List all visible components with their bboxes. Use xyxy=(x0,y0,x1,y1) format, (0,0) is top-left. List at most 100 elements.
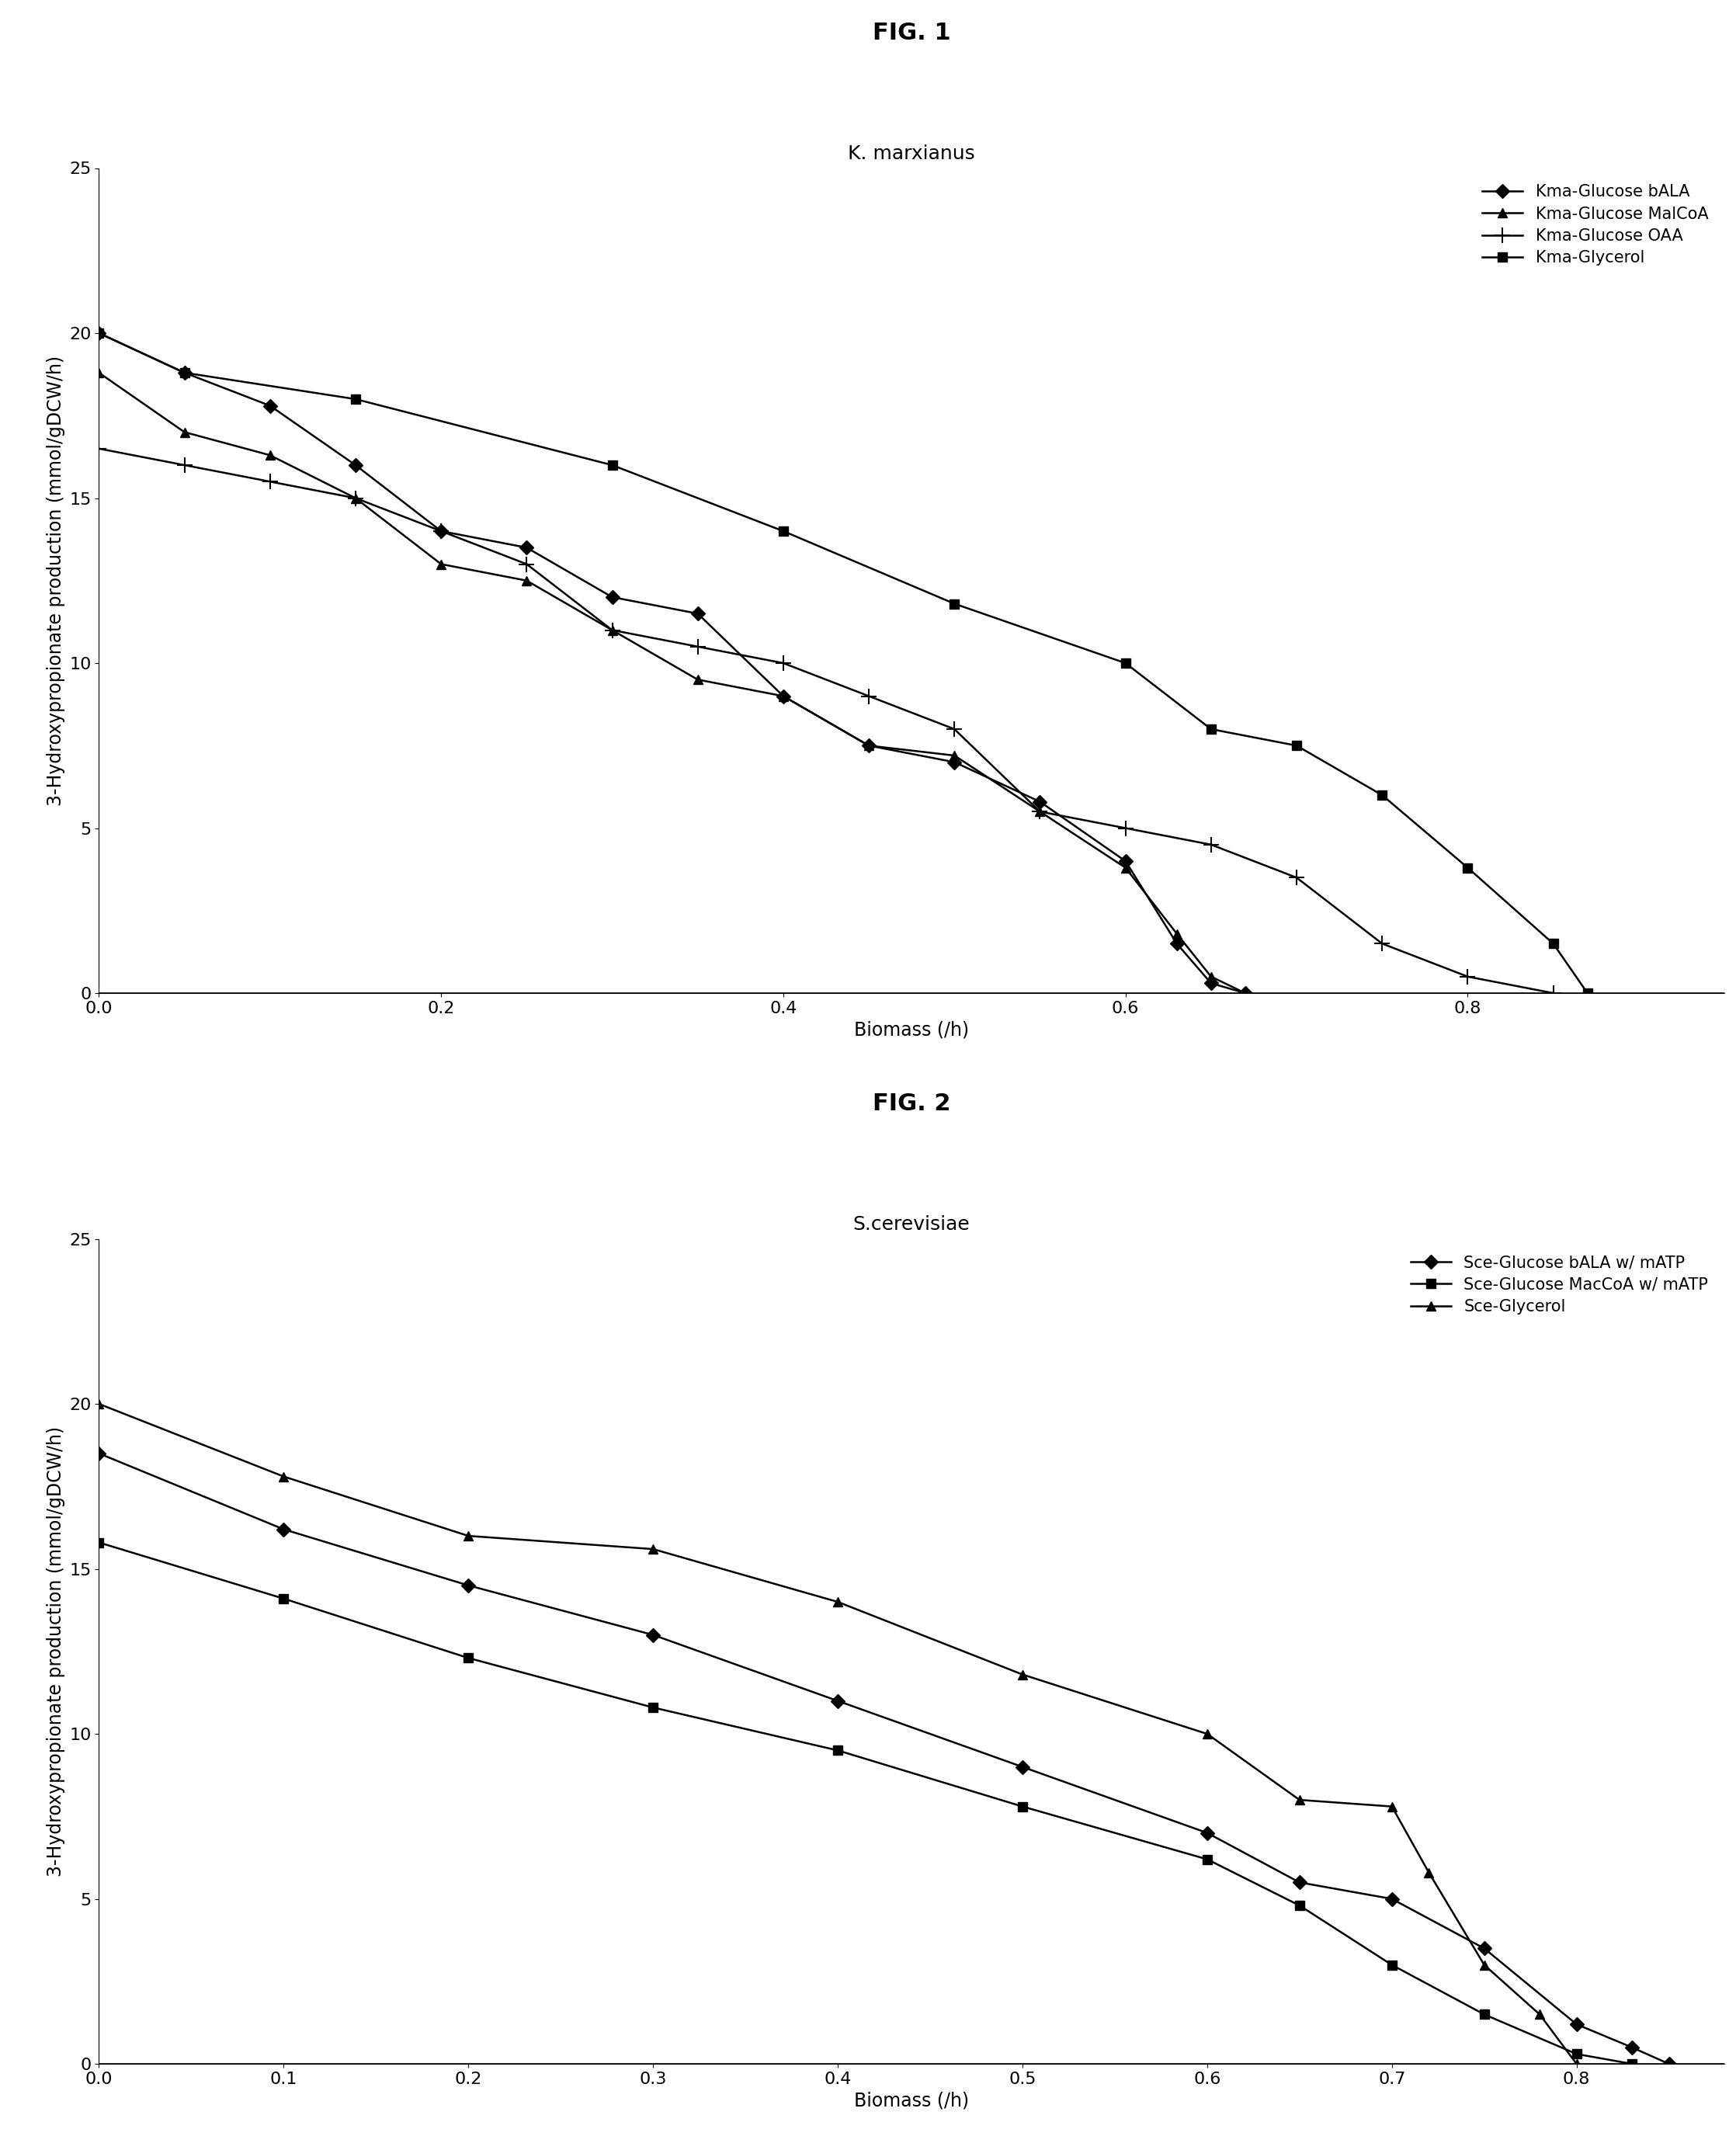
X-axis label: Biomass (/h): Biomass (/h) xyxy=(854,2092,969,2111)
Kma-Glucose OAA xyxy=(89,435,109,461)
Sce-Glucose bALA w/ mATP xyxy=(1658,2051,1679,2077)
Sce-Glucose bALA w/ mATP xyxy=(1474,1935,1495,1961)
Kma-Glucose OAA xyxy=(602,617,623,643)
Sce-Glycerol xyxy=(642,1537,663,1562)
Kma-Glucose MalCoA xyxy=(773,684,793,709)
Kma-Glucose bALA xyxy=(858,733,878,759)
Sce-Glucose MacCoA w/ mATP xyxy=(1566,2040,1587,2066)
Kma-Glucose MalCoA xyxy=(516,568,536,594)
Kma-Glucose bALA xyxy=(1029,789,1050,814)
Kma-Glucose bALA xyxy=(687,600,708,626)
Sce-Glucose MacCoA w/ mATP xyxy=(1196,1847,1217,1873)
Kma-Glucose bALA xyxy=(516,536,536,561)
Kma-Glucose bALA xyxy=(1201,971,1222,996)
Kma-Glucose bALA xyxy=(174,360,194,386)
Sce-Glucose MacCoA w/ mATP xyxy=(642,1695,663,1721)
Kma-Glucose bALA xyxy=(345,452,366,478)
Kma-Glucose OAA xyxy=(1457,964,1477,990)
Kma-Glycerol xyxy=(1371,782,1392,808)
Text: FIG. 1: FIG. 1 xyxy=(873,21,951,45)
Sce-Glycerol xyxy=(1418,1860,1439,1886)
Line: Sce-Glycerol: Sce-Glycerol xyxy=(94,1399,1581,2068)
Kma-Glycerol xyxy=(1115,649,1135,675)
Sce-Glycerol xyxy=(1474,1952,1495,1978)
Kma-Glucose bALA xyxy=(89,319,109,345)
Sce-Glucose bALA w/ mATP xyxy=(1382,1886,1403,1912)
Line: Kma-Glycerol: Kma-Glycerol xyxy=(94,328,1592,999)
X-axis label: Biomass (/h): Biomass (/h) xyxy=(854,1020,969,1039)
Kma-Glucose bALA xyxy=(1115,849,1135,874)
Y-axis label: 3-Hydroxypropionate production (mmol/gDCW/h): 3-Hydroxypropionate production (mmol/gDC… xyxy=(47,356,64,806)
Kma-Glycerol xyxy=(1286,733,1307,759)
Kma-Glycerol xyxy=(944,591,965,617)
Kma-Glycerol xyxy=(345,386,366,411)
Sce-Glucose bALA w/ mATP xyxy=(642,1622,663,1648)
Line: Kma-Glucose MalCoA: Kma-Glucose MalCoA xyxy=(94,369,1250,999)
Kma-Glucose bALA xyxy=(1167,930,1187,956)
Sce-Glucose bALA w/ mATP xyxy=(828,1689,849,1714)
Line: Kma-Glucose bALA: Kma-Glucose bALA xyxy=(94,328,1250,999)
Kma-Glucose MalCoA xyxy=(1201,964,1222,990)
Kma-Glucose OAA xyxy=(687,634,708,660)
Sce-Glucose MacCoA w/ mATP xyxy=(1290,1892,1311,1918)
Sce-Glycerol xyxy=(89,1391,109,1417)
Sce-Glucose bALA w/ mATP xyxy=(1621,2034,1642,2059)
Kma-Glycerol xyxy=(1576,979,1597,1005)
Text: FIG. 2: FIG. 2 xyxy=(873,1093,951,1114)
Kma-Glucose OAA xyxy=(1543,979,1564,1005)
Kma-Glucose bALA xyxy=(602,585,623,611)
Y-axis label: 3-Hydroxypropionate production (mmol/gDCW/h): 3-Hydroxypropionate production (mmol/gDC… xyxy=(47,1427,64,1877)
Legend: Kma-Glucose bALA, Kma-Glucose MalCoA, Kma-Glucose OAA, Kma-Glycerol: Kma-Glucose bALA, Kma-Glucose MalCoA, Km… xyxy=(1474,176,1717,274)
Kma-Glucose MalCoA xyxy=(1029,799,1050,825)
Kma-Glucose MalCoA xyxy=(1234,979,1255,1005)
Kma-Glucose MalCoA xyxy=(431,551,451,576)
Sce-Glycerol xyxy=(458,1524,479,1549)
Title: S.cerevisiae: S.cerevisiae xyxy=(852,1215,970,1234)
Legend: Sce-Glucose bALA w/ mATP, Sce-Glucose MacCoA w/ mATP, Sce-Glycerol: Sce-Glucose bALA w/ mATP, Sce-Glucose Ma… xyxy=(1403,1247,1717,1322)
Kma-Glucose MalCoA xyxy=(89,360,109,386)
Kma-Glucose bALA xyxy=(260,392,281,418)
Sce-Glucose bALA w/ mATP xyxy=(89,1440,109,1466)
Kma-Glucose bALA xyxy=(944,750,965,776)
Kma-Glucose OAA xyxy=(1371,930,1392,956)
Sce-Glucose MacCoA w/ mATP xyxy=(1012,1794,1033,1819)
Kma-Glucose OAA xyxy=(944,716,965,741)
Sce-Glucose MacCoA w/ mATP xyxy=(1474,2002,1495,2027)
Kma-Glucose MalCoA xyxy=(858,733,878,759)
Sce-Glucose bALA w/ mATP xyxy=(1196,1819,1217,1845)
Kma-Glucose OAA xyxy=(1286,866,1307,891)
Kma-Glycerol xyxy=(602,452,623,478)
Sce-Glycerol xyxy=(1382,1794,1403,1819)
Kma-Glycerol xyxy=(1543,930,1564,956)
Sce-Glycerol xyxy=(1196,1721,1217,1747)
Kma-Glucose OAA xyxy=(858,684,878,709)
Kma-Glucose MalCoA xyxy=(1115,855,1135,881)
Sce-Glucose bALA w/ mATP xyxy=(1012,1753,1033,1779)
Line: Sce-Glucose bALA w/ mATP: Sce-Glucose bALA w/ mATP xyxy=(94,1449,1674,2068)
Kma-Glucose MalCoA xyxy=(944,744,965,769)
Sce-Glycerol xyxy=(1566,2051,1587,2077)
Kma-Glucose MalCoA xyxy=(1167,921,1187,947)
Sce-Glycerol xyxy=(1529,2002,1550,2027)
Kma-Glycerol xyxy=(1201,716,1222,741)
Kma-Glucose OAA xyxy=(431,519,451,544)
Sce-Glycerol xyxy=(1012,1661,1033,1687)
Kma-Glucose MalCoA xyxy=(174,420,194,446)
Sce-Glucose MacCoA w/ mATP xyxy=(89,1530,109,1556)
Kma-Glucose MalCoA xyxy=(687,666,708,692)
Sce-Glucose bALA w/ mATP xyxy=(273,1517,293,1543)
Kma-Glucose bALA xyxy=(1234,979,1255,1005)
Kma-Glucose OAA xyxy=(260,469,281,495)
Kma-Glucose OAA xyxy=(1115,814,1135,840)
Kma-Glucose bALA xyxy=(773,684,793,709)
Sce-Glycerol xyxy=(828,1588,849,1614)
Kma-Glucose MalCoA xyxy=(345,484,366,510)
Line: Sce-Glucose MacCoA w/ mATP: Sce-Glucose MacCoA w/ mATP xyxy=(94,1539,1637,2068)
Sce-Glucose bALA w/ mATP xyxy=(1290,1869,1311,1894)
Title: K. marxianus: K. marxianus xyxy=(849,146,976,163)
Kma-Glucose OAA xyxy=(516,551,536,576)
Kma-Glucose bALA xyxy=(431,519,451,544)
Kma-Glucose OAA xyxy=(1201,831,1222,857)
Sce-Glucose MacCoA w/ mATP xyxy=(458,1646,479,1672)
Kma-Glycerol xyxy=(174,360,194,386)
